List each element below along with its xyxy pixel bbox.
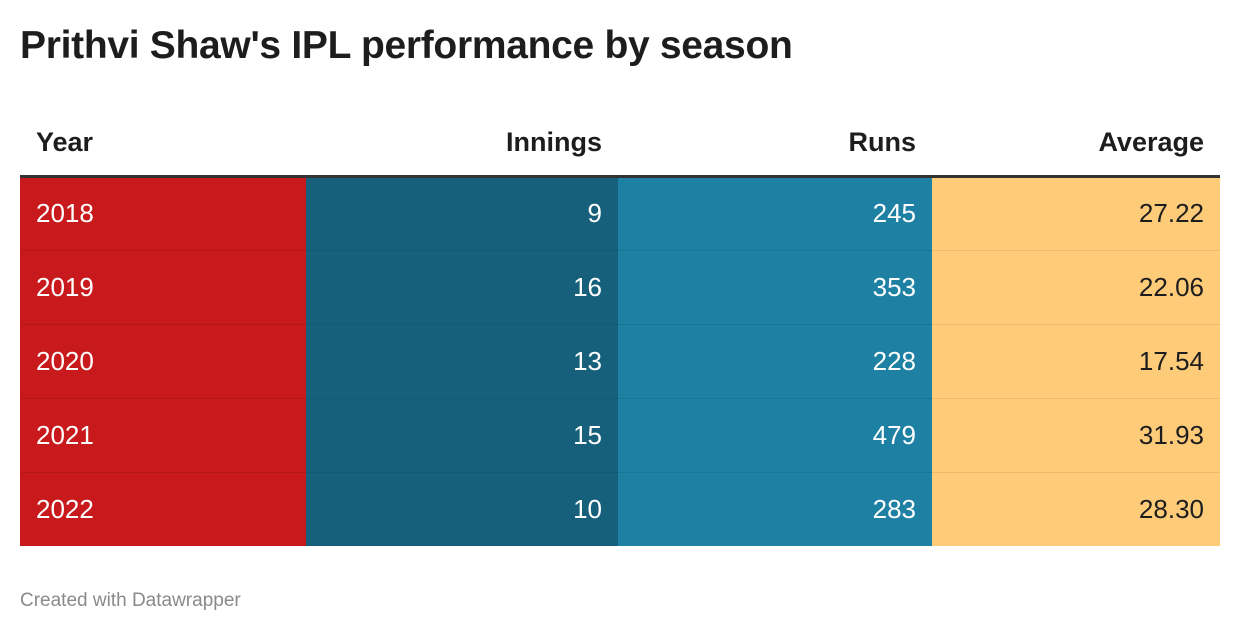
- column-header-average[interactable]: Average: [932, 110, 1220, 178]
- chart-title: Prithvi Shaw's IPL performance by season: [20, 24, 793, 67]
- table-row: 2019 16 353 22.06: [20, 249, 1220, 324]
- table-row: 2022 10 283 28.30: [20, 471, 1220, 546]
- cell-runs: 283: [618, 471, 932, 546]
- cell-innings: 16: [306, 249, 618, 324]
- cell-year: 2018: [20, 176, 306, 250]
- cell-year: 2020: [20, 323, 306, 398]
- cell-average: 31.93: [932, 397, 1220, 472]
- cell-average: 28.30: [932, 471, 1220, 546]
- cell-runs: 353: [618, 249, 932, 324]
- cell-average: 17.54: [932, 323, 1220, 398]
- credit-text: Created with Datawrapper: [20, 590, 241, 611]
- cell-innings: 15: [306, 397, 618, 472]
- cell-innings: 13: [306, 323, 618, 398]
- column-header-runs[interactable]: Runs: [618, 110, 932, 178]
- cell-year: 2019: [20, 249, 306, 324]
- table-row: 2021 15 479 31.93: [20, 397, 1220, 472]
- column-header-innings[interactable]: Innings: [306, 110, 618, 178]
- cell-year: 2021: [20, 397, 306, 472]
- data-table: Year Innings Runs Average 2018 9 245 27.22 2…: [20, 110, 1220, 546]
- header-row: Year Innings Runs Average: [20, 110, 1220, 178]
- cell-innings: 9: [306, 176, 618, 250]
- cell-innings: 10: [306, 471, 618, 546]
- cell-runs: 479: [618, 397, 932, 472]
- table-row: 2020 13 228 17.54: [20, 323, 1220, 398]
- table-row: 2018 9 245 27.22: [20, 176, 1220, 250]
- column-header-year[interactable]: Year: [20, 110, 306, 178]
- cell-runs: 228: [618, 323, 932, 398]
- table-body: 2018 9 245 27.22 2019 16 353 22.06 2020 13 228 17.5…: [20, 176, 1220, 546]
- table-header: Year Innings Runs Average: [20, 110, 1220, 178]
- cell-average: 22.06: [932, 249, 1220, 324]
- cell-runs: 245: [618, 176, 932, 250]
- cell-year: 2022: [20, 471, 306, 546]
- cell-average: 27.22: [932, 176, 1220, 250]
